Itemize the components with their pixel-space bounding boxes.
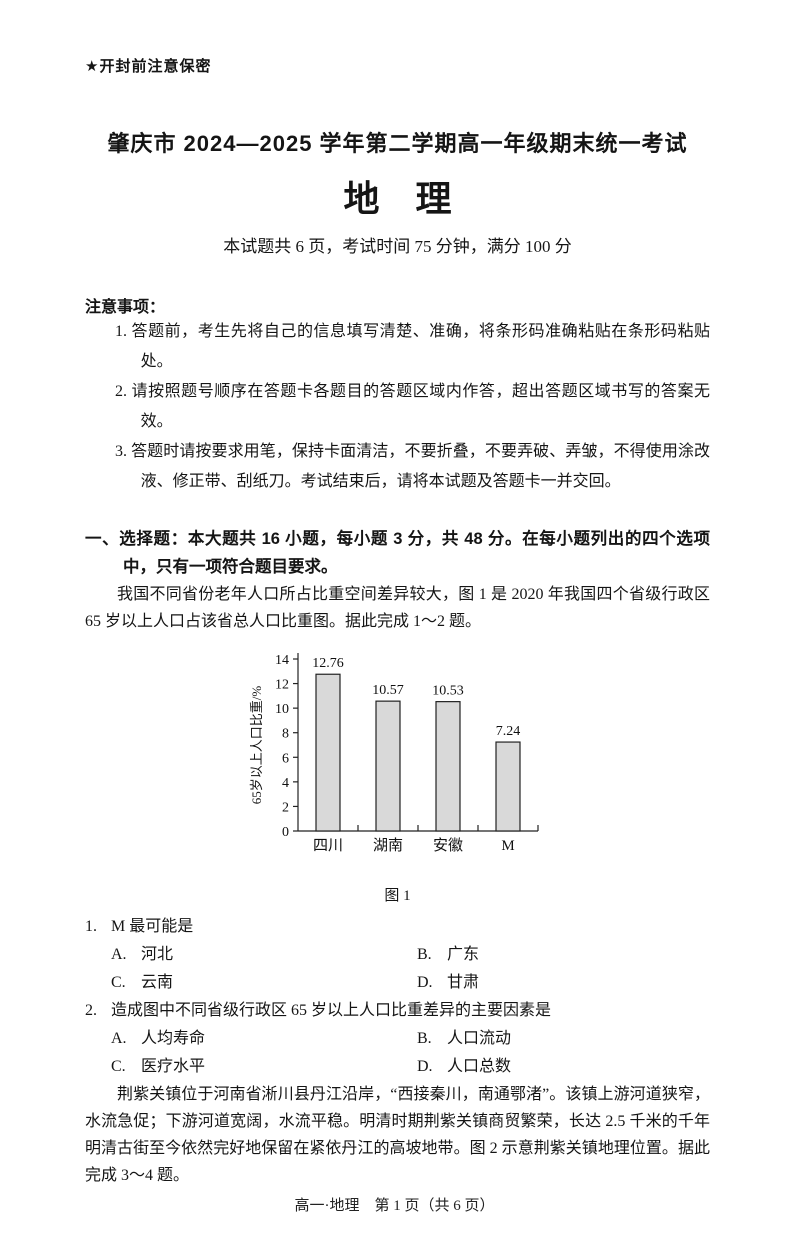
section-heading: 一、选择题：本大题共 16 小题，每小题 3 分，共 48 分。在每小题列出的四… bbox=[85, 530, 710, 576]
figure1: 0 2 4 6 8 10 12 14 12.76 四川 10.57 湖南 10.53 安徽 7.24 M 65岁… bbox=[243, 647, 553, 905]
page-footer: 高一·地理 第 1 页（共 6 页） bbox=[294, 1198, 495, 1214]
notes-list: 1. 答题前，考生先将自己的信息填写清楚、准确，将条形码准确粘贴在条形码粘贴处。… bbox=[115, 317, 710, 497]
option-label: C. bbox=[111, 974, 126, 991]
svg-text:M: M bbox=[501, 838, 514, 854]
svg-text:65岁以上人口比重/%: 65岁以上人口比重/% bbox=[249, 686, 264, 805]
question-number: 1. bbox=[85, 918, 97, 935]
question-1: 1. M 最可能是 A. 河北 B. 广东 C. 云南 D. 甘肃 bbox=[85, 913, 710, 997]
option-c: C. 云南 bbox=[111, 969, 417, 997]
svg-text:7.24: 7.24 bbox=[495, 724, 520, 739]
svg-text:6: 6 bbox=[282, 751, 289, 766]
option-text: 甘肃 bbox=[447, 974, 480, 991]
option-row: A. 河北 B. 广东 bbox=[85, 941, 710, 969]
option-d: D. 甘肃 bbox=[417, 969, 710, 997]
option-label: A. bbox=[111, 946, 127, 963]
question-stem-text: M 最可能是 bbox=[111, 918, 194, 935]
svg-text:10.53: 10.53 bbox=[432, 684, 464, 699]
notes-heading: 注意事项： bbox=[85, 299, 166, 316]
svg-text:0: 0 bbox=[282, 825, 289, 840]
option-c: C. 医疗水平 bbox=[111, 1053, 417, 1081]
subject-title: 地 理 bbox=[343, 178, 452, 219]
option-row: C. 医疗水平 D. 人口总数 bbox=[85, 1053, 710, 1081]
svg-text:8: 8 bbox=[282, 727, 289, 742]
option-row: C. 云南 D. 甘肃 bbox=[85, 969, 710, 997]
svg-text:2: 2 bbox=[282, 800, 289, 815]
svg-text:湖南: 湖南 bbox=[372, 837, 402, 854]
figure1-bar-chart: 0 2 4 6 8 10 12 14 12.76 四川 10.57 湖南 10.53 安徽 7.24 M 65岁… bbox=[243, 647, 553, 882]
security-notice: ★开封前注意保密 bbox=[85, 58, 212, 75]
svg-text:10.57: 10.57 bbox=[372, 683, 404, 698]
option-d: D. 人口总数 bbox=[417, 1053, 710, 1081]
question-2: 2. 造成图中不同省级行政区 65 岁以上人口比重差异的主要因素是 A. 人均寿… bbox=[85, 997, 710, 1081]
page-title: 肇庆市 2024—2025 学年第二学期高一年级期末统一考试 bbox=[107, 131, 688, 156]
svg-text:10: 10 bbox=[275, 702, 289, 717]
question-stem-text: 造成图中不同省级行政区 65 岁以上人口比重差异的主要因素是 bbox=[111, 1002, 552, 1019]
question-number: 2. bbox=[85, 1002, 97, 1019]
option-label: A. bbox=[111, 1030, 127, 1047]
option-b: B. 人口流动 bbox=[417, 1025, 710, 1053]
note-item: 1. 答题前，考生先将自己的信息填写清楚、准确，将条形码准确粘贴在条形码粘贴处。 bbox=[115, 323, 710, 370]
option-label: C. bbox=[111, 1058, 126, 1075]
figure1-caption: 图 1 bbox=[384, 888, 411, 904]
option-a: A. 人均寿命 bbox=[111, 1025, 417, 1053]
option-a: A. 河北 bbox=[111, 941, 417, 969]
svg-text:12.76: 12.76 bbox=[312, 656, 344, 671]
question-stem: 2. 造成图中不同省级行政区 65 岁以上人口比重差异的主要因素是 bbox=[85, 997, 710, 1025]
passage-paragraph: 荆紫关镇位于河南省淅川县丹江沿岸，“西接秦川，南通鄂渚”。该镇上游河道狭窄，水流… bbox=[85, 1086, 710, 1184]
question-stem: 1. M 最可能是 bbox=[85, 913, 710, 941]
note-item: 3. 答题时请按要求用笔，保持卡面清洁，不要折叠，不要弄破、弄皱，不得使用涂改液… bbox=[115, 443, 710, 490]
option-b: B. 广东 bbox=[417, 941, 710, 969]
exam-info: 本试题共 6 页，考试时间 75 分钟，满分 100 分 bbox=[223, 237, 572, 256]
svg-text:14: 14 bbox=[275, 653, 289, 668]
option-text: 人口流动 bbox=[447, 1030, 512, 1047]
option-label: D. bbox=[417, 1058, 433, 1075]
option-label: B. bbox=[417, 946, 432, 963]
question-intro-paragraph: 我国不同省份老年人口所占比重空间差异较大，图 1 是 2020 年我国四个省级行… bbox=[85, 586, 710, 630]
option-text: 人均寿命 bbox=[141, 1030, 206, 1047]
svg-text:12: 12 bbox=[275, 678, 289, 693]
option-label: B. bbox=[417, 1030, 432, 1047]
note-item: 2. 请按照题号顺序在答题卡各题目的答题区域内作答，超出答题区域书写的答案无效。 bbox=[115, 383, 710, 430]
option-label: D. bbox=[417, 974, 433, 991]
option-text: 人口总数 bbox=[447, 1058, 512, 1075]
option-text: 云南 bbox=[141, 974, 174, 991]
svg-text:4: 4 bbox=[282, 776, 289, 791]
svg-text:安徽: 安徽 bbox=[432, 837, 462, 854]
option-text: 河北 bbox=[141, 946, 174, 963]
option-text: 医疗水平 bbox=[141, 1058, 206, 1075]
svg-text:四川: 四川 bbox=[312, 838, 342, 854]
option-text: 广东 bbox=[447, 946, 480, 963]
option-row: A. 人均寿命 B. 人口流动 bbox=[85, 1025, 710, 1053]
